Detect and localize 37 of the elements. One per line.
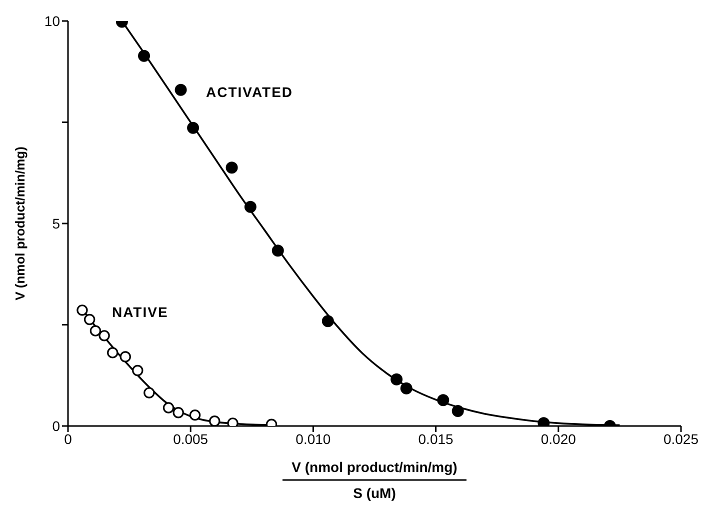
point	[209, 416, 220, 426]
point	[98, 330, 110, 342]
x-tick-label: 0.005	[173, 430, 208, 447]
x-tick-label: 0.020	[540, 430, 576, 447]
point	[120, 351, 131, 362]
point	[138, 50, 150, 62]
x-tick-label: 0.010	[296, 430, 331, 447]
y-tick-label: 5	[52, 215, 60, 232]
point	[452, 405, 464, 418]
x-tick-label: 0.015	[418, 430, 454, 447]
x-axis-title: V (nmol product/min/mg) S (uM)	[292, 459, 458, 501]
point	[390, 373, 403, 386]
y-tick-label: 0	[52, 418, 60, 434]
annotation: NATIVE	[112, 304, 168, 320]
point	[172, 407, 184, 418]
point	[437, 394, 450, 406]
point	[144, 387, 155, 398]
point	[322, 315, 334, 328]
y-tick-label: 10	[44, 12, 60, 29]
point	[107, 347, 118, 358]
point	[272, 244, 284, 257]
point	[226, 162, 238, 174]
point	[189, 409, 201, 421]
point	[90, 325, 102, 336]
point	[76, 304, 88, 316]
point	[400, 382, 412, 394]
point	[174, 84, 187, 96]
point	[244, 200, 256, 213]
x-tick-label: 0.025	[663, 430, 699, 447]
annotation: ACTIVATED	[206, 84, 294, 100]
y-axis-title: V (nmol product/min/mg)	[12, 146, 28, 300]
point	[132, 364, 144, 376]
point	[162, 402, 174, 414]
point	[227, 418, 238, 426]
x-tick-label: 0	[64, 430, 72, 447]
point	[84, 314, 96, 326]
point	[187, 122, 200, 134]
